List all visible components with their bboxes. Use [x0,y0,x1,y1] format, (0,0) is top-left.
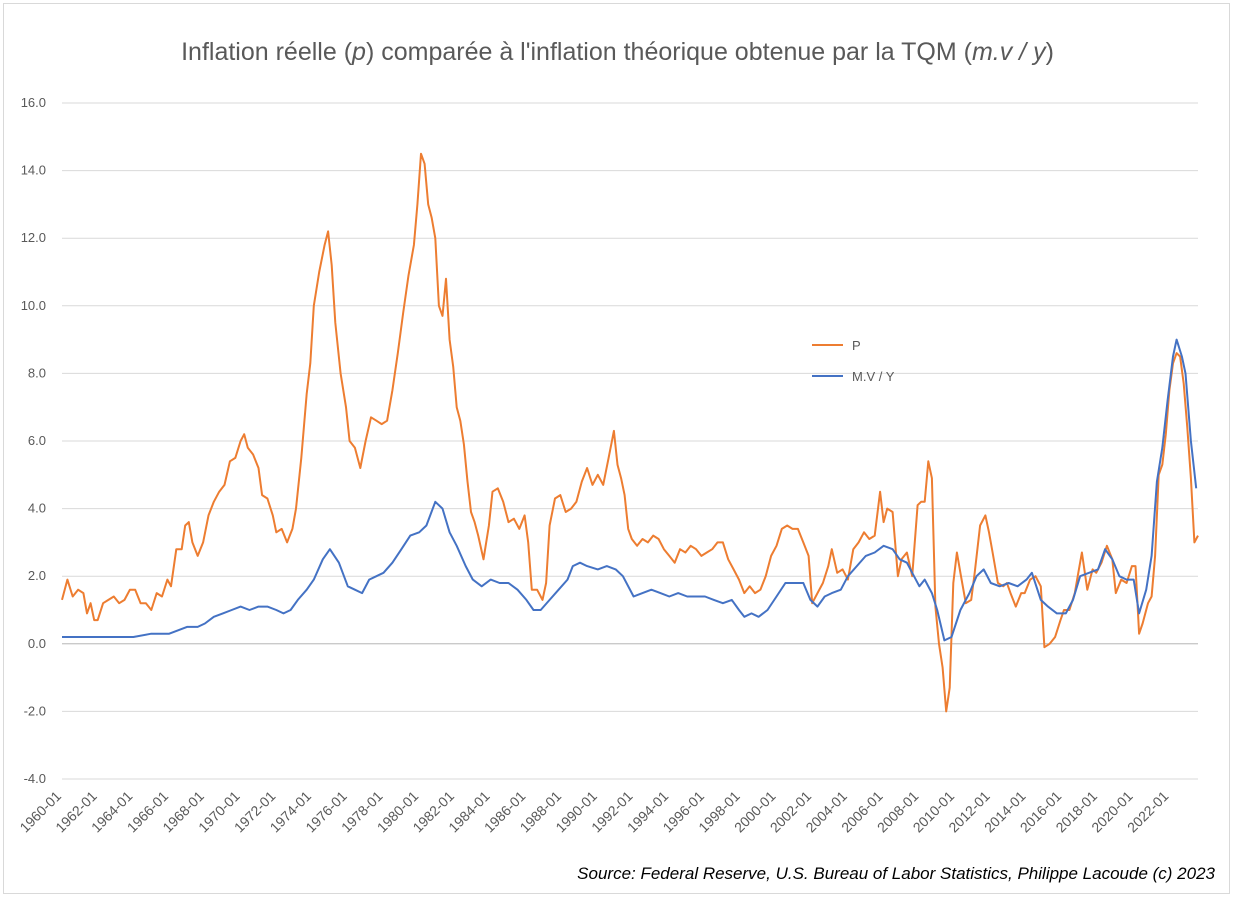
x-axis-ticks: 1960-011962-011964-011966-011968-011970-… [16,788,1171,836]
y-axis-ticks: -4.0 -2.0 0.0 2.0 4.0 6.0 8.0 10.0 12.0 14.0 16.0 [21,95,46,786]
gridlines [62,102,1198,780]
y-tick-label: -4.0 [24,771,46,786]
chart-frame [3,3,1230,894]
source-note: Source: Federal Reserve, U.S. Bureau of … [577,864,1215,883]
legend: P M.V / Y [812,338,895,384]
y-tick-label: 2.0 [28,568,46,583]
y-tick-label: 8.0 [28,365,46,380]
title-part: ) comparée à l'inflation théorique obten… [365,38,972,66]
y-tick-label: 10.0 [21,298,46,313]
y-tick-label: 0.0 [28,636,46,651]
y-tick-label: 12.0 [21,230,46,245]
legend-label: P [852,338,861,353]
y-tick-label: 6.0 [28,433,46,448]
y-tick-label: 14.0 [21,163,46,178]
title-part: m.v / y [971,38,1046,66]
series-lines [61,152,1199,713]
chart-title: Inflation réelle (p) comparée à l'inflat… [0,38,1235,67]
series-line-p [61,152,1199,713]
y-tick-label: -2.0 [24,703,46,718]
title-part: p [352,38,366,66]
title-part: ) [1045,38,1054,66]
series-line-m-v-y [62,338,1198,642]
y-tick-label: 4.0 [28,501,46,516]
title-part: Inflation réelle ( [181,38,353,66]
y-tick-label: 16.0 [21,95,46,110]
legend-label: M.V / Y [852,369,895,384]
